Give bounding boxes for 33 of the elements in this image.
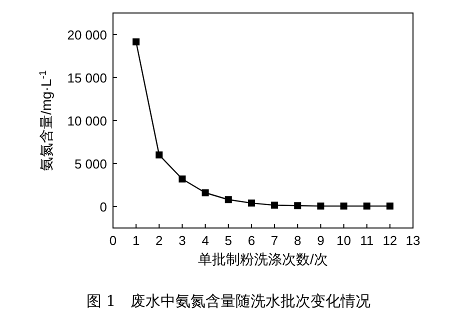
point xyxy=(317,202,324,210)
x-tick-label: 8 xyxy=(294,233,302,248)
point xyxy=(202,189,209,196)
y-tick-label: 5 000 xyxy=(74,156,107,172)
x-axis-title: 单批制粉洗涤次数/次 xyxy=(198,251,328,267)
point xyxy=(294,202,302,210)
point xyxy=(386,202,394,210)
x-tick-label: 6 xyxy=(248,233,256,248)
x-tick-label: 11 xyxy=(360,233,374,248)
point xyxy=(363,202,370,210)
x-tick-label: 10 xyxy=(336,233,352,248)
x-tick-label: 9 xyxy=(317,233,324,248)
point xyxy=(132,38,140,46)
x-tick-label: 12 xyxy=(382,233,398,248)
x-tick-label: 2 xyxy=(156,233,163,248)
x-tick-label: 4 xyxy=(202,233,209,248)
y-tick-label: 20 000 xyxy=(67,28,107,42)
y-tick-label: 10 000 xyxy=(67,114,107,128)
caption: 图 1 废水中氨氮含量随洗水批次变化情况 xyxy=(86,292,371,310)
point xyxy=(248,200,255,207)
x-tick-label: 5 xyxy=(224,233,232,248)
x-tick-label: 3 xyxy=(178,233,186,248)
y-tick-label: 15 000 xyxy=(67,70,107,86)
x-tick-label: 13 xyxy=(406,233,420,248)
x-tick-label: 7 xyxy=(270,233,278,248)
point xyxy=(271,202,278,209)
x-tick-label: 1 xyxy=(132,233,140,248)
x-tick-label: 0 xyxy=(109,233,117,248)
point xyxy=(178,175,186,182)
point xyxy=(224,196,232,204)
point xyxy=(156,151,163,158)
point xyxy=(340,202,348,210)
y-tick-label: 0 xyxy=(100,200,107,214)
